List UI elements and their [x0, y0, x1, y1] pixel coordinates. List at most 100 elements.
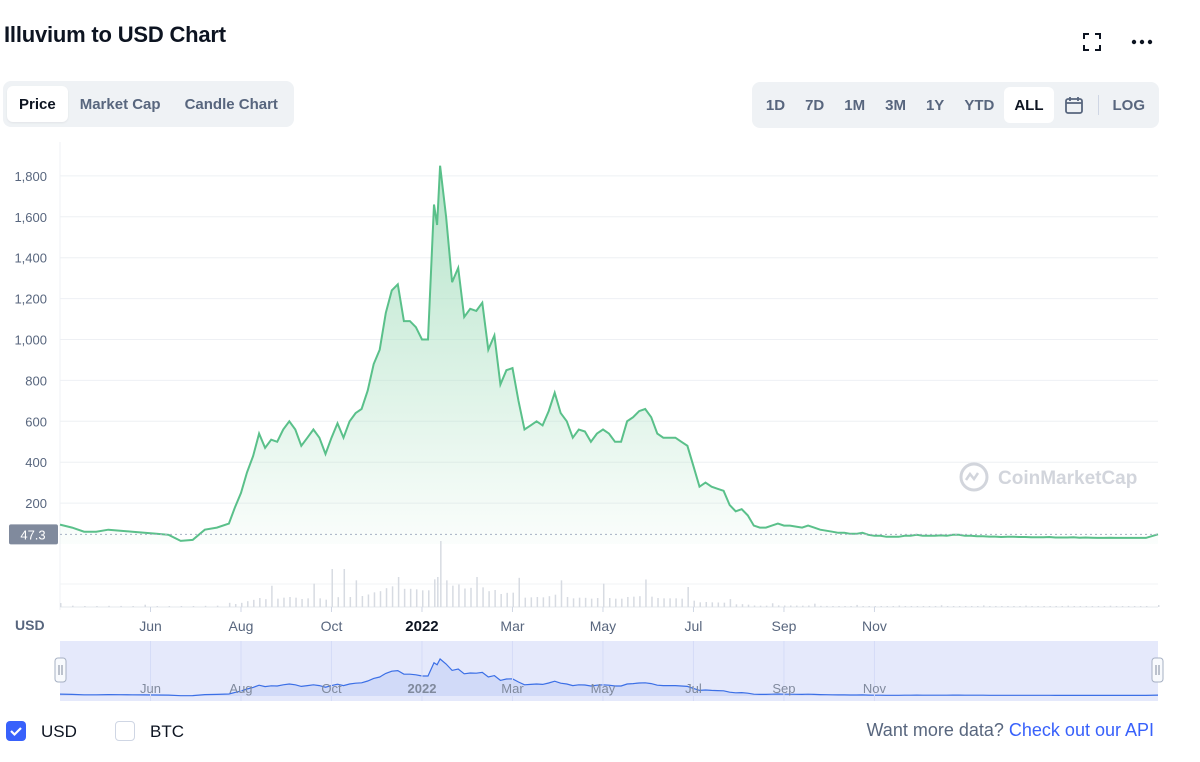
volume-bar: [253, 599, 255, 607]
volume-bar: [958, 606, 961, 607]
tab-price[interactable]: Price: [7, 86, 68, 122]
volume-bar: [1037, 606, 1039, 607]
fullscreen-icon[interactable]: [1080, 30, 1104, 54]
y-tick-label: 1,600: [14, 210, 47, 225]
navigator-handle-right[interactable]: [1151, 657, 1164, 683]
volume-bar: [343, 569, 346, 607]
range-3m[interactable]: 3M: [885, 96, 906, 114]
more-dots-icon[interactable]: [1130, 30, 1154, 54]
btc-checkbox[interactable]: [115, 721, 135, 741]
volume-bar: [1067, 605, 1070, 607]
volume-bar: [391, 586, 394, 607]
volume-bar: [1097, 606, 1100, 607]
volume-bar: [367, 594, 370, 607]
range-1y[interactable]: 1Y: [925, 96, 945, 114]
volume-bar: [729, 599, 732, 607]
volume-bar: [753, 605, 756, 607]
volume-bar: [850, 606, 852, 607]
navigator-x-label: Jun: [140, 681, 161, 696]
volume-bar: [862, 606, 864, 607]
volume-bar: [928, 606, 931, 607]
volume-bar: [500, 594, 502, 607]
navigator-handle-left[interactable]: [54, 657, 67, 683]
navigator-x-label: Nov: [863, 681, 887, 696]
range-ytd[interactable]: YTD: [964, 96, 995, 114]
y-tick-label: 1,800: [14, 169, 47, 184]
chart-type-tabs: Price Market Cap Candle Chart: [3, 81, 294, 127]
volume-bar: [385, 588, 388, 607]
tab-market-cap[interactable]: Market Cap: [79, 95, 161, 113]
range-divider: [1097, 95, 1099, 115]
volume-bar: [1001, 606, 1003, 607]
volume-bar: [259, 598, 261, 607]
watermark: CoinMarketCap: [959, 462, 1137, 492]
navigator-area: [60, 659, 1158, 696]
volume-bar: [440, 541, 442, 607]
volume-bar: [204, 605, 207, 607]
tab-candle-chart[interactable]: Candle Chart: [184, 95, 278, 113]
price-chart[interactable]: 200 400 600 800 1,000 1,200 1,400 1,600 1,800 47…: [0, 140, 1200, 710]
volume-bar: [307, 598, 309, 607]
volume-bar: [940, 605, 943, 607]
volume-bar: [699, 602, 701, 607]
volume-bar: [1145, 606, 1148, 607]
volume-bar: [470, 587, 472, 607]
calendar-icon[interactable]: [1054, 87, 1094, 123]
volume-bar: [886, 606, 889, 607]
volume-bar: [397, 577, 400, 607]
volume-bar: [952, 606, 955, 607]
range-1d[interactable]: 1D: [765, 96, 786, 114]
api-prompt: Want more data?: [866, 720, 1004, 740]
volume-bar: [657, 598, 659, 607]
navigator-x-label: Jul: [685, 681, 702, 696]
volume-bar: [572, 598, 575, 607]
y-tick-label: 1,000: [14, 333, 47, 348]
chart-footer: USD BTC Want more data? Check out our AP…: [0, 712, 1200, 752]
volume-bar: [518, 577, 521, 607]
btc-checkbox-label: BTC: [150, 722, 184, 741]
volume-bar: [361, 596, 364, 607]
api-link[interactable]: Check out our API: [1008, 720, 1154, 740]
volume-bar: [1103, 606, 1106, 607]
navigator[interactable]: Jun Aug Oct 2022 Mar May Jul Sep Nov: [54, 641, 1164, 701]
volume-bar: [1158, 605, 1160, 607]
x-tick-label: Oct: [321, 618, 343, 634]
volume-bar: [1013, 606, 1015, 607]
volume-bar: [1109, 605, 1112, 607]
volume-bar: [802, 605, 804, 607]
volume-bar: [771, 603, 774, 607]
volume-bar: [584, 597, 587, 607]
volume-bar: [60, 603, 62, 607]
range-all[interactable]: ALL: [1004, 87, 1054, 123]
usd-checkbox[interactable]: [6, 721, 26, 741]
volume-bar: [506, 592, 508, 607]
y-tick-label: 1,200: [14, 292, 47, 307]
volume-bar: [313, 583, 315, 607]
volume-bar: [488, 591, 490, 607]
y-axis: 200 400 600 800 1,000 1,200 1,400 1,600 1,800: [14, 169, 47, 511]
x-tick-label: Jul: [685, 618, 703, 634]
volume-bar: [283, 597, 285, 607]
volume-bar: [132, 606, 134, 607]
current-price-tag: 47.3: [9, 524, 58, 545]
volume-bar: [96, 606, 98, 607]
volume-bar: [168, 606, 171, 607]
volume-bar: [820, 605, 822, 607]
volume-bar: [838, 606, 840, 607]
volume-bar: [675, 598, 677, 607]
volume-bar: [524, 597, 527, 607]
volume-bar: [530, 597, 533, 607]
volume-bar: [72, 605, 74, 607]
volume-bar: [192, 606, 195, 607]
volume-bar: [964, 606, 967, 607]
range-1m[interactable]: 1M: [844, 96, 866, 114]
range-7d[interactable]: 7D: [805, 96, 825, 114]
volume-bar: [977, 606, 979, 607]
navigator-x-label: Mar: [501, 681, 524, 696]
volume-bar: [844, 606, 846, 607]
volume-bar: [777, 605, 780, 607]
current-price-label: 47.3: [20, 527, 45, 542]
x-tick-label: Mar: [500, 618, 524, 634]
log-toggle[interactable]: LOG: [1112, 96, 1146, 114]
volume-bar: [554, 594, 557, 607]
